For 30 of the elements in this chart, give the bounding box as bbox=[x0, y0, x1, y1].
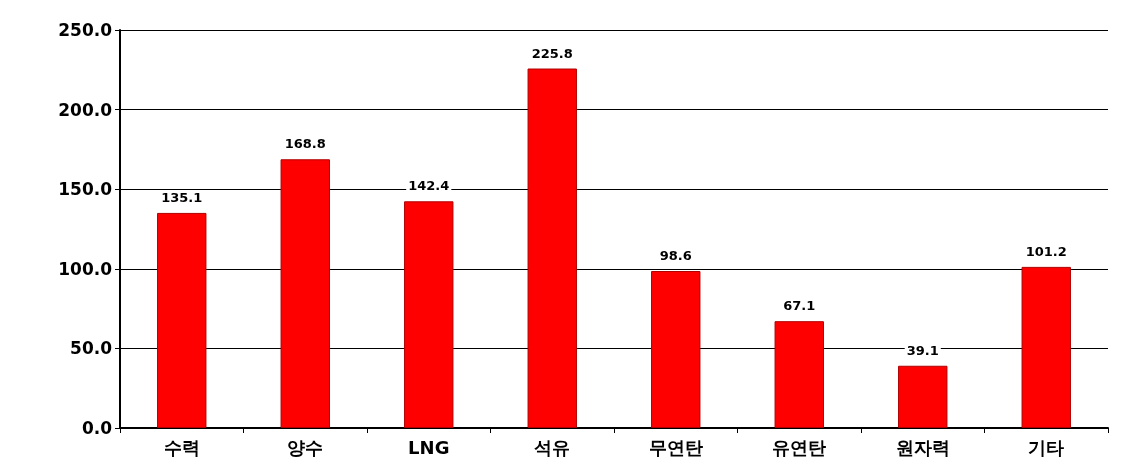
bar bbox=[898, 365, 948, 428]
data-label: 67.1 bbox=[783, 298, 816, 314]
x-tick-label: 석유 bbox=[534, 436, 571, 458]
bar bbox=[651, 271, 701, 428]
data-label: 225.8 bbox=[531, 45, 573, 61]
data-label: 135.1 bbox=[161, 189, 203, 205]
bar bbox=[280, 159, 330, 428]
bar bbox=[157, 212, 207, 428]
y-tick-label: 100.0 bbox=[58, 258, 113, 279]
y-tick-label: 0.0 bbox=[81, 418, 113, 438]
x-tick-label: 원자력 bbox=[895, 436, 950, 458]
data-label: 142.4 bbox=[408, 178, 450, 194]
x-tick-label: 무연탄 bbox=[648, 436, 703, 458]
data-label: 168.8 bbox=[284, 136, 326, 152]
data-label: 39.1 bbox=[906, 342, 939, 358]
bar bbox=[1021, 266, 1071, 428]
y-tick-label: 50.0 bbox=[70, 338, 113, 359]
x-tick-label: 기타 bbox=[1028, 436, 1065, 458]
x-tick-label: 수력 bbox=[163, 436, 200, 458]
y-tick-label: 200.0 bbox=[58, 99, 113, 120]
x-tick-label: 양수 bbox=[287, 436, 324, 458]
data-label: 98.6 bbox=[659, 248, 692, 264]
x-tick-label: 유연탄 bbox=[772, 436, 827, 458]
bar bbox=[527, 68, 577, 428]
data-label: 101.2 bbox=[1025, 243, 1067, 259]
y-tick-label: 250.0 bbox=[58, 20, 113, 40]
x-tick-label: LNG bbox=[408, 436, 450, 458]
bar bbox=[774, 321, 824, 428]
y-tick-label: 150.0 bbox=[58, 179, 113, 200]
bar bbox=[404, 201, 454, 428]
